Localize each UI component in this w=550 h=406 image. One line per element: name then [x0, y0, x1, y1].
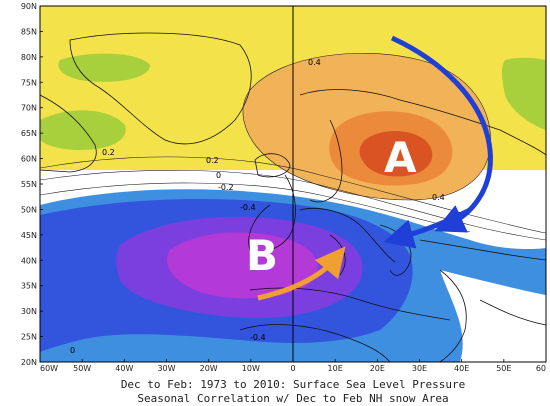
lon-tick-label: 60W	[40, 364, 58, 373]
field-green-west	[40, 110, 126, 150]
lon-tick-label: 0	[290, 364, 295, 373]
high-pressure-label: A	[384, 133, 417, 182]
contour-label-9: 0	[70, 346, 75, 355]
lat-tick-label: 90N	[21, 2, 37, 11]
lon-tick-label: 30E	[412, 364, 427, 373]
lat-tick-label: 25N	[21, 333, 37, 342]
lat-tick-label: 80N	[21, 53, 37, 62]
lon-tick-label: 30W	[157, 364, 175, 373]
lon-tick-label: 20W	[200, 364, 218, 373]
field-neutral-se	[440, 270, 546, 362]
lat-tick-label: 75N	[21, 78, 37, 87]
blue-arrow-southwest	[383, 207, 472, 249]
lat-tick-label: 40N	[21, 256, 37, 265]
contour-label-6: -0.4	[240, 203, 256, 212]
lon-tick-label: 50E	[496, 364, 511, 373]
lat-tick-label: 45N	[21, 231, 37, 240]
lat-tick-label: 70N	[21, 104, 37, 113]
field-green-east	[501, 57, 546, 130]
contour-label-7: 0.4	[432, 193, 445, 202]
longitude-axis: 60W 50W 40W 30W 20W 10W 0 10E 20E 30E 40E 50E 60	[39, 359, 547, 373]
lat-tick-label: 30N	[21, 307, 37, 316]
field-neg-08	[166, 232, 318, 299]
lon-tick-label: 10E	[328, 364, 343, 373]
lon-tick-label: 20E	[370, 364, 385, 373]
blue-arrow-clockwise	[390, 35, 493, 233]
lat-tick-label: 60N	[21, 155, 37, 164]
field-green-north	[58, 53, 150, 82]
low-pressure-label: B	[246, 231, 278, 280]
lat-tick-label: 35N	[21, 282, 37, 291]
field-pos-08	[359, 131, 433, 177]
lat-tick-label: 50N	[21, 205, 37, 214]
lat-tick-label: 65N	[21, 129, 37, 138]
caption-line-2: Seasonal Correlation w/ Dec to Feb NH sn…	[137, 392, 449, 405]
latitude-axis: 90N 85N 80N 75N 70N 65N 60N 55N 50N 45N 40N 35N 30N 2…	[21, 2, 43, 367]
contour-label-8: -0.4	[250, 333, 266, 342]
caption-line-1: Dec to Feb: 1973 to 2010: Surface Sea Le…	[120, 378, 466, 391]
contour-label-2: 0.2	[102, 148, 115, 157]
lat-tick-label: 20N	[21, 358, 37, 367]
lon-tick-label: 60	[536, 364, 546, 373]
lon-tick-label: 10W	[242, 364, 260, 373]
lon-tick-label: 50W	[73, 364, 91, 373]
lon-tick-label: 40W	[115, 364, 133, 373]
lat-tick-label: 55N	[21, 180, 37, 189]
contour-label-3: 0.2	[206, 156, 219, 165]
contour-label-4: 0	[216, 171, 221, 180]
lon-tick-label: 40E	[454, 364, 469, 373]
contour-label-5: -0.2	[218, 183, 234, 192]
lat-tick-label: 85N	[21, 27, 37, 36]
contour-label-1: 0.4	[308, 58, 321, 67]
orange-arrow	[257, 246, 346, 301]
coastlines	[40, 32, 546, 362]
